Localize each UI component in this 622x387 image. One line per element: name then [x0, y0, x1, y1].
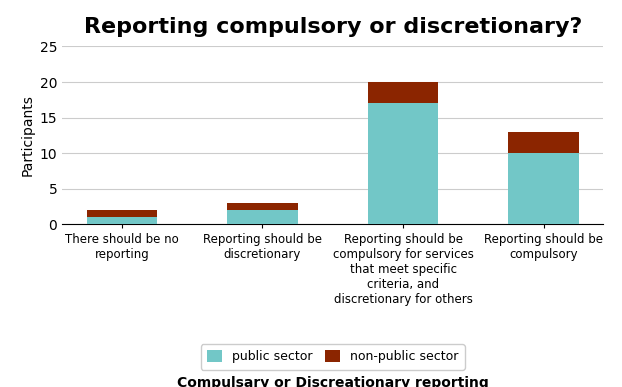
- Y-axis label: Participants: Participants: [20, 94, 34, 176]
- Bar: [508, 153, 578, 224]
- Bar: [368, 103, 438, 224]
- Bar: [368, 82, 438, 103]
- Bar: [87, 210, 157, 217]
- X-axis label: Compulsary or Discreationary reporting: Compulsary or Discreationary reporting: [177, 376, 489, 387]
- Bar: [228, 210, 298, 224]
- Legend: public sector, non-public sector: public sector, non-public sector: [201, 344, 465, 370]
- Title: Reporting compulsory or discretionary?: Reporting compulsory or discretionary?: [83, 17, 582, 36]
- Bar: [228, 203, 298, 210]
- Bar: [87, 217, 157, 224]
- Bar: [508, 132, 578, 153]
